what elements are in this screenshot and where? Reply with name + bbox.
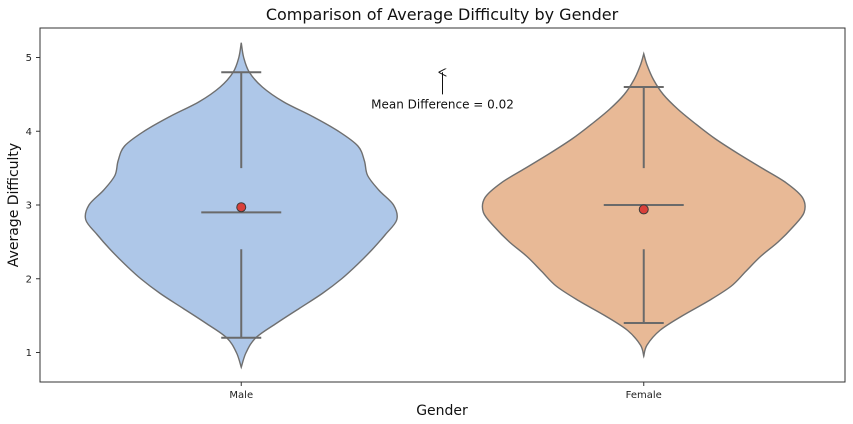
- y-tick-label: 1: [26, 348, 32, 359]
- y-tick-label: 3: [26, 201, 32, 212]
- y-tick-label: 5: [26, 53, 32, 64]
- chart-title: Comparison of Average Difficulty by Gend…: [266, 5, 619, 24]
- x-tick-label: Male: [229, 390, 253, 401]
- y-tick-label: 4: [26, 127, 32, 138]
- x-axis-title: Gender: [416, 403, 468, 419]
- x-tick-label: Female: [626, 390, 662, 401]
- y-axis-title: Average Difficulty: [6, 143, 22, 267]
- mean-marker: [638, 204, 649, 215]
- annotation-text: Mean Difference = 0.02: [371, 97, 514, 111]
- y-tick-label: 2: [26, 274, 32, 285]
- mean-marker: [236, 202, 247, 213]
